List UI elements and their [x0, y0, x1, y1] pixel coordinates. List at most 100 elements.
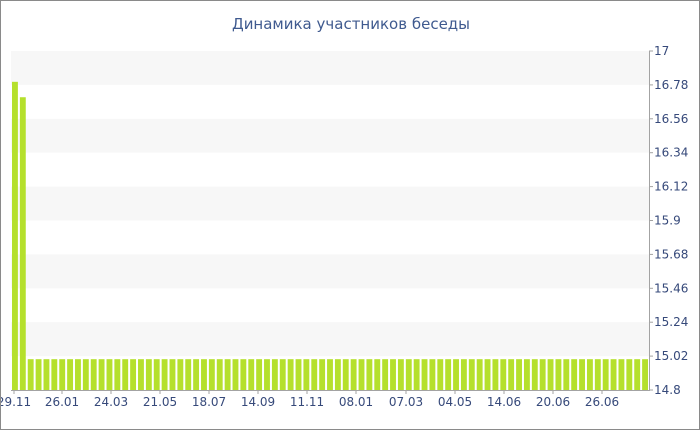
bar [571, 359, 578, 390]
bar [555, 359, 562, 390]
x-tick-label: 04.05 [438, 395, 472, 409]
bar [500, 359, 507, 390]
bar [594, 359, 601, 390]
y-tick-label: 16.34 [654, 146, 688, 160]
x-tick-label: 07.03 [389, 395, 423, 409]
bar [319, 359, 326, 390]
bar [201, 359, 207, 390]
bar [579, 359, 585, 390]
x-tick-label: 21.05 [143, 395, 177, 409]
x-tick-label: 08.01 [339, 395, 373, 409]
bar [421, 359, 428, 390]
x-tick-labels: 29.11 26.01 24.03 21.05 18.07 14.09 11.11 08.01… [1, 395, 619, 409]
y-tick-label: 16.56 [654, 112, 688, 126]
bar [508, 359, 515, 390]
bar [484, 359, 491, 390]
grid-band [11, 51, 649, 85]
bar [626, 359, 633, 390]
bar [539, 359, 546, 390]
bar [327, 359, 333, 390]
bar [492, 359, 499, 390]
bar [303, 359, 310, 390]
bar [264, 359, 270, 390]
bar [287, 359, 294, 390]
bar [35, 359, 42, 390]
bar [476, 359, 483, 390]
bar [586, 359, 593, 390]
chart-title: Динамика участников беседы [232, 15, 470, 33]
bar [208, 359, 215, 390]
bar [311, 359, 318, 390]
bar [169, 359, 176, 390]
x-tick-label: 26.01 [45, 395, 79, 409]
bar [516, 359, 522, 390]
grid-bands [11, 51, 649, 357]
bar [445, 359, 452, 390]
bar [122, 359, 129, 390]
bar [106, 359, 113, 390]
bar [531, 359, 538, 390]
bar [405, 359, 412, 390]
bar [563, 359, 570, 390]
bar [523, 359, 530, 390]
bar [271, 359, 278, 390]
y-tick-label: 15.46 [654, 281, 688, 295]
x-tick-label: 29.11 [1, 395, 31, 409]
y-tick-label: 14.8 [654, 383, 681, 397]
bar [19, 97, 26, 390]
bar [59, 359, 66, 390]
bar [138, 359, 144, 390]
bar [642, 359, 648, 390]
bar [224, 359, 231, 390]
y-tick-label: 16.78 [654, 78, 688, 92]
bar [185, 359, 192, 390]
x-tick-label: 14.09 [241, 395, 275, 409]
bar [358, 359, 365, 390]
bar [153, 359, 160, 390]
y-tick-label: 15.9 [654, 214, 681, 228]
bar [453, 359, 459, 390]
bar [437, 359, 444, 390]
bar [98, 359, 105, 390]
bar [27, 359, 34, 390]
bar [390, 359, 396, 390]
x-tick-label: 11.11 [290, 395, 324, 409]
bar [366, 359, 373, 390]
bar-series [12, 81, 648, 390]
bar [232, 359, 239, 390]
bar [382, 359, 389, 390]
x-tick-label: 14.06 [487, 395, 521, 409]
bar [334, 359, 341, 390]
bar [43, 359, 50, 390]
y-tick-label: 16.12 [654, 180, 688, 194]
bar [547, 359, 554, 390]
axes [11, 50, 653, 394]
bar [374, 359, 381, 390]
x-tick-label: 26.06 [585, 395, 619, 409]
bar [429, 359, 436, 390]
grid-band [11, 322, 649, 357]
bar [618, 359, 625, 390]
bar [51, 359, 58, 390]
bar [342, 359, 349, 390]
bar [216, 359, 223, 390]
bar [248, 359, 255, 390]
bar [634, 359, 641, 390]
x-tick-label: 20.06 [536, 395, 570, 409]
y-tick-labels: 14.8 15.02 15.24 15.46 15.68 15.9 16.12 16.34 16… [654, 44, 688, 397]
bar [295, 359, 302, 390]
bar [279, 359, 286, 390]
grid-band [11, 186, 649, 221]
bar [240, 359, 247, 390]
grid-band [11, 254, 649, 289]
bar [90, 359, 97, 390]
bar [610, 359, 617, 390]
grid-band [11, 118, 649, 153]
x-tick-label: 24.03 [94, 395, 128, 409]
bar [75, 359, 81, 390]
bar [145, 359, 152, 390]
y-tick-label: 15.68 [654, 247, 688, 261]
bar [130, 359, 137, 390]
